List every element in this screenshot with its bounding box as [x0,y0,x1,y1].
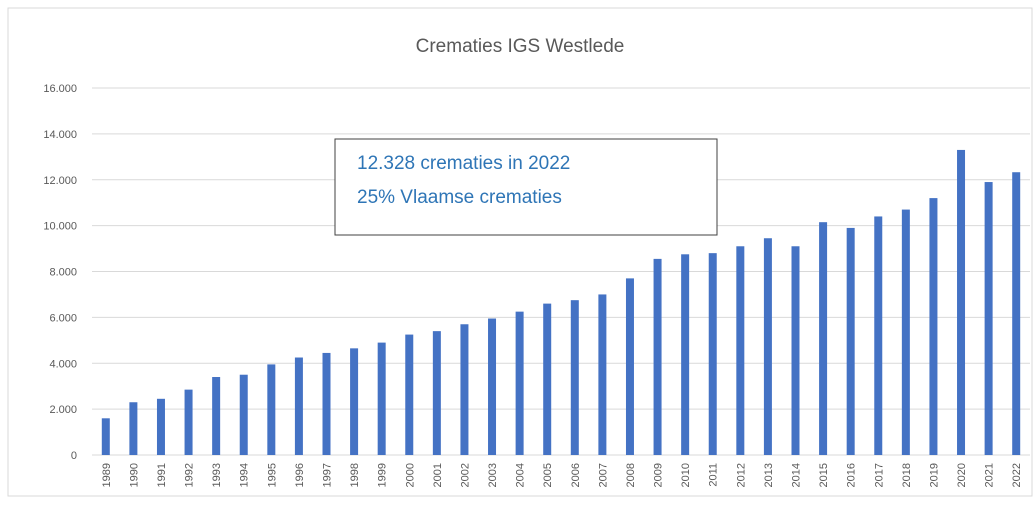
x-tick-label: 2011 [708,463,720,487]
bar [184,389,193,455]
bar [101,418,110,455]
y-tick-label: 14.000 [43,129,77,141]
x-tick-label: 2022 [1011,463,1023,487]
bar [1012,172,1021,455]
bar [708,253,717,455]
bar [901,209,910,455]
y-tick-label: 0 [71,450,77,462]
bar [350,348,359,455]
x-tick-label: 2013 [763,463,775,487]
x-tick-label: 2018 [901,463,913,487]
x-tick-label: 1994 [239,463,251,487]
bar [846,227,855,455]
x-tick-label: 2015 [818,463,830,487]
x-tick-label: 1993 [211,463,223,487]
bar [874,216,883,455]
bar [156,398,165,455]
bar [377,342,386,455]
x-tick-label: 2007 [597,463,609,487]
x-tick-label: 1991 [156,463,168,487]
bar [625,278,634,455]
bar [129,402,138,455]
x-tick-label: 2009 [653,463,665,487]
x-tick-label: 2014 [791,463,803,487]
y-tick-label: 12.000 [43,175,77,187]
bar [405,334,414,455]
bar [515,311,524,455]
y-tick-label: 8.000 [49,267,77,279]
x-tick-label: 2019 [928,463,940,487]
y-tick-label: 10.000 [43,221,77,233]
bar [598,294,607,455]
bar [957,149,966,455]
chart-title: Crematies IGS Westlede [416,36,625,57]
bar [267,364,276,455]
x-tick-label: 2004 [515,463,527,487]
y-tick-label: 4.000 [49,358,77,370]
bar [791,246,800,455]
bar [432,331,441,455]
x-tick-label: 2001 [432,463,444,487]
x-tick-label: 2005 [542,463,554,487]
bar [929,198,938,455]
x-tick-label: 2006 [570,463,582,487]
bar [653,258,662,455]
bar [819,222,828,455]
x-tick-label: 1997 [322,463,334,487]
bar [488,318,497,455]
x-tick-label: 1989 [101,463,113,487]
y-tick-label: 16.000 [43,83,77,95]
x-tick-label: 2010 [680,463,692,487]
bar [543,303,552,455]
bar [763,238,772,455]
bar [322,352,331,455]
bar [570,300,579,455]
annotation: 25% Vlaamse crematies [357,187,562,208]
x-tick-label: 1990 [128,463,140,487]
x-tick-label: 2016 [846,463,858,487]
bar [460,324,469,455]
annotation: 12.328 crematies in 2022 [357,153,570,174]
x-tick-label: 1995 [266,463,278,487]
x-tick-label: 1998 [349,463,361,487]
x-tick-label: 2000 [404,463,416,487]
x-tick-label: 2002 [459,463,471,487]
bar [681,254,690,455]
x-tick-label: 2003 [487,463,499,487]
x-tick-label: 2021 [984,463,996,487]
bar [294,357,303,455]
x-tick-label: 2020 [956,463,968,487]
y-tick-label: 2.000 [49,404,77,416]
bar [736,246,745,455]
x-tick-label: 2017 [873,463,885,487]
x-tick-label: 1992 [184,463,196,487]
bar [239,374,248,455]
x-tick-label: 2008 [625,463,637,487]
bar [212,377,221,455]
annotation-box [334,138,718,236]
x-tick-label: 1999 [377,463,389,487]
y-tick-label: 6.000 [49,312,77,324]
bar [984,182,993,455]
x-tick-label: 1996 [294,463,306,487]
x-tick-label: 2012 [735,463,747,487]
